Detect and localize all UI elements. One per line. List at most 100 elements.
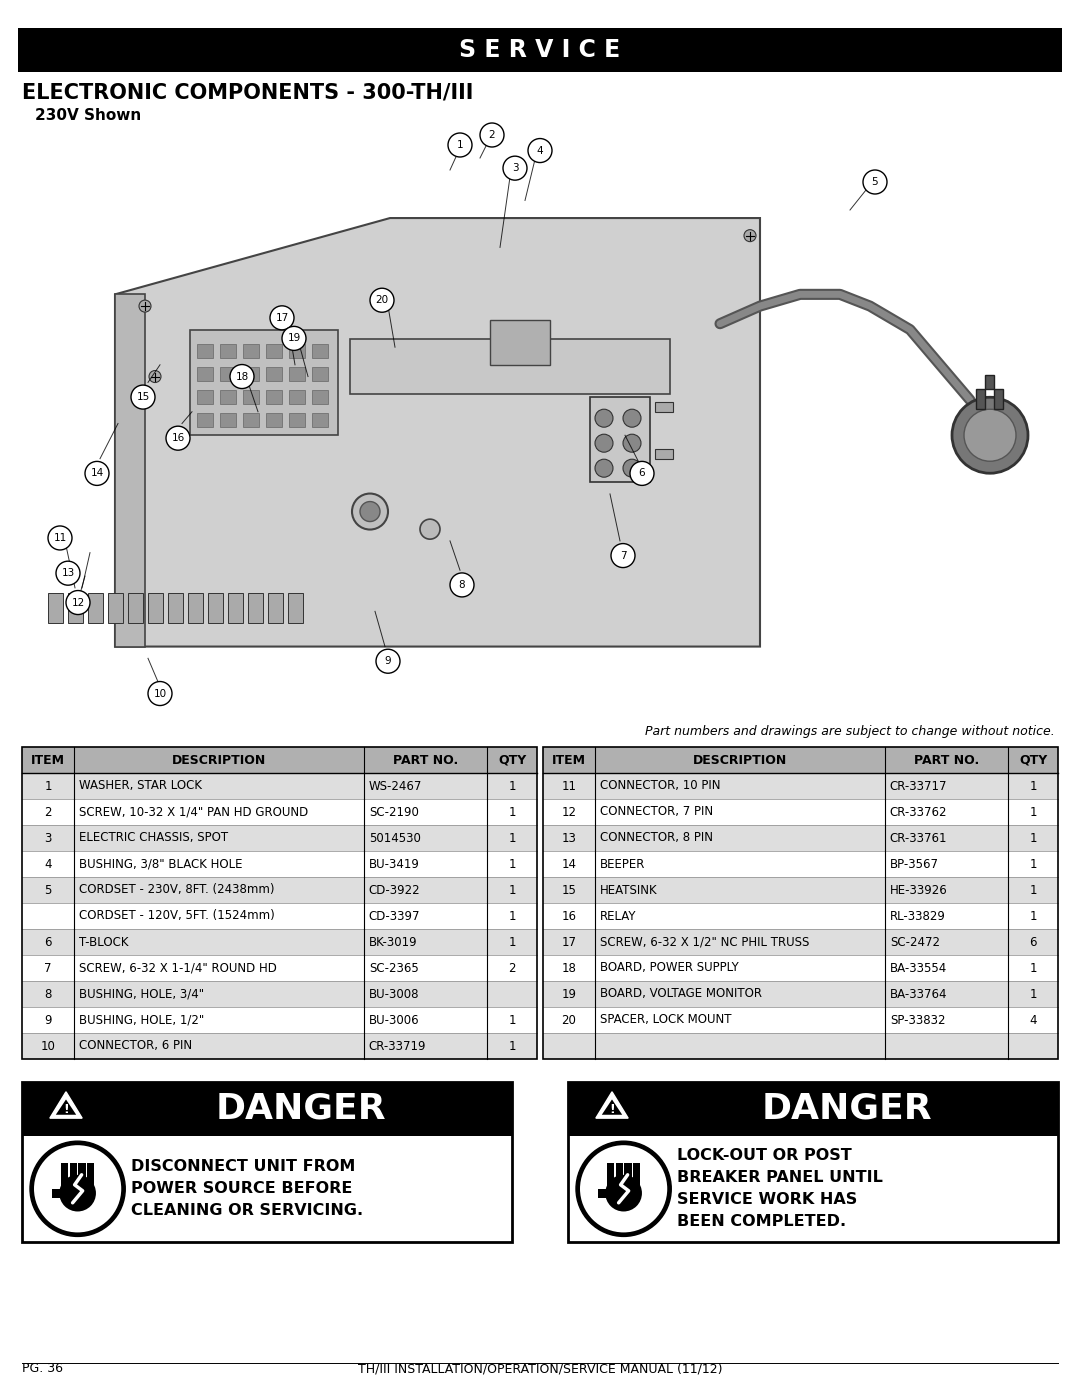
Circle shape (139, 300, 151, 312)
Text: BOARD, VOLTAGE MONITOR: BOARD, VOLTAGE MONITOR (600, 988, 762, 1000)
Circle shape (59, 1175, 96, 1211)
Text: 7: 7 (620, 550, 626, 560)
Bar (22, 826, 537, 851)
Text: 8: 8 (44, 988, 52, 1000)
Text: 4: 4 (537, 145, 543, 155)
Bar (985, 376, 994, 390)
Text: 1: 1 (1029, 883, 1037, 897)
Bar (543, 747, 1058, 1059)
Text: CR-33762: CR-33762 (890, 806, 947, 819)
Circle shape (623, 460, 642, 478)
Text: 1: 1 (509, 1039, 516, 1052)
Circle shape (630, 461, 654, 485)
Text: WASHER, STAR LOCK: WASHER, STAR LOCK (79, 780, 202, 792)
Circle shape (48, 525, 72, 550)
Bar (197, 367, 213, 381)
Text: 6: 6 (638, 468, 646, 478)
Text: DANGER: DANGER (216, 1092, 387, 1126)
Text: CONNECTOR, 7 PIN: CONNECTOR, 7 PIN (600, 806, 713, 819)
Bar (590, 397, 650, 482)
Text: BU-3008: BU-3008 (368, 988, 419, 1000)
Bar (22, 956, 537, 981)
Text: 1: 1 (1029, 858, 1037, 870)
Text: 16: 16 (172, 433, 185, 443)
Text: 2: 2 (488, 130, 496, 140)
Text: 16: 16 (562, 909, 577, 922)
Bar (248, 594, 264, 623)
Bar (220, 367, 237, 381)
Text: 1: 1 (1029, 831, 1037, 845)
Bar (266, 414, 282, 427)
Text: 1: 1 (509, 909, 516, 922)
Bar (18, 28, 1062, 73)
Text: 230V Shown: 230V Shown (35, 108, 141, 123)
Bar (624, 1162, 632, 1186)
Circle shape (450, 573, 474, 597)
Text: 11: 11 (53, 534, 67, 543)
Text: ITEM: ITEM (552, 753, 586, 767)
Bar (78, 1162, 85, 1186)
Text: QTY: QTY (1018, 753, 1048, 767)
Bar (148, 594, 163, 623)
Text: CLEANING OR SERVICING.: CLEANING OR SERVICING. (132, 1203, 363, 1218)
Circle shape (605, 1175, 642, 1211)
Text: 2: 2 (509, 961, 516, 975)
Text: BU-3006: BU-3006 (368, 1013, 419, 1027)
Bar (22, 1083, 512, 1136)
Circle shape (580, 1146, 667, 1232)
Text: 1: 1 (457, 140, 463, 149)
Bar (22, 1007, 537, 1032)
Bar (633, 1162, 640, 1186)
Text: SCREW, 6-32 X 1/2" NC PHIL TRUSS: SCREW, 6-32 X 1/2" NC PHIL TRUSS (600, 936, 809, 949)
Circle shape (863, 170, 887, 194)
Text: 1: 1 (1029, 806, 1037, 819)
Circle shape (744, 229, 756, 242)
Text: S E R V I C E: S E R V I C E (459, 38, 621, 61)
Polygon shape (56, 1099, 77, 1115)
Text: SCREW, 6-32 X 1-1/4" ROUND HD: SCREW, 6-32 X 1-1/4" ROUND HD (79, 961, 276, 975)
Text: 1: 1 (509, 806, 516, 819)
Text: DANGER: DANGER (762, 1092, 933, 1126)
Bar (87, 594, 103, 623)
Text: BEEN COMPLETED.: BEEN COMPLETED. (677, 1214, 847, 1229)
Bar (22, 799, 537, 826)
Text: 1: 1 (509, 883, 516, 897)
Bar (543, 981, 1058, 1007)
Bar (568, 1083, 1058, 1242)
Text: 1: 1 (509, 936, 516, 949)
Bar (22, 929, 537, 956)
Bar (490, 320, 550, 365)
Text: 18: 18 (562, 961, 577, 975)
Bar (289, 344, 305, 358)
Bar (543, 799, 1058, 826)
Polygon shape (596, 1092, 629, 1118)
Text: 5014530: 5014530 (368, 831, 420, 845)
Text: 5: 5 (872, 177, 878, 187)
Text: 1: 1 (1029, 988, 1037, 1000)
Bar (22, 981, 537, 1007)
Bar (243, 414, 259, 427)
Circle shape (282, 327, 306, 351)
Circle shape (33, 1146, 121, 1232)
Bar (598, 1189, 612, 1197)
Circle shape (149, 370, 161, 383)
Text: BUSHING, HOLE, 1/2": BUSHING, HOLE, 1/2" (79, 1013, 204, 1027)
Circle shape (376, 650, 400, 673)
Bar (266, 367, 282, 381)
Text: BUSHING, 3/8" BLACK HOLE: BUSHING, 3/8" BLACK HOLE (79, 858, 243, 870)
Text: PART NO.: PART NO. (393, 753, 458, 767)
Bar (350, 339, 670, 394)
Bar (52, 1189, 66, 1197)
Bar (543, 747, 1058, 1059)
Text: SCREW, 10-32 X 1/4" PAN HD GROUND: SCREW, 10-32 X 1/4" PAN HD GROUND (79, 806, 308, 819)
Text: LOCK-OUT OR POST: LOCK-OUT OR POST (677, 1148, 852, 1164)
Text: BA-33554: BA-33554 (890, 961, 947, 975)
Text: 1: 1 (1029, 780, 1037, 792)
Bar (188, 594, 203, 623)
Bar (568, 1083, 1058, 1136)
Bar (60, 1162, 68, 1186)
Text: 7: 7 (44, 961, 52, 975)
Text: TH/III INSTALLATION/OPERATION/SERVICE MANUAL (11/12): TH/III INSTALLATION/OPERATION/SERVICE MA… (357, 1362, 723, 1375)
Circle shape (420, 520, 440, 539)
Circle shape (448, 133, 472, 156)
